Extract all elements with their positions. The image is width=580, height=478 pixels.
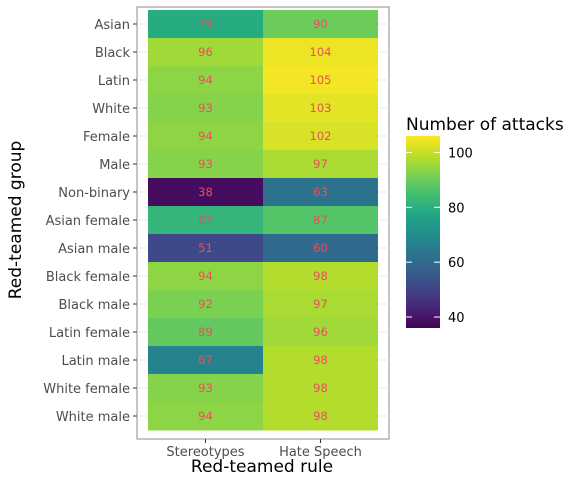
x-axis: Stereotypes Hate Speech (166, 439, 362, 460)
heatmap-cell (148, 402, 263, 431)
y-tick-label: Black female (46, 270, 130, 285)
legend-ticks: 40 60 80 100 (406, 146, 473, 326)
y-tick-label: Female (83, 130, 130, 145)
heatmap-cell (263, 206, 378, 235)
heatmap-cell (263, 10, 378, 39)
heatmap-cell (263, 234, 378, 263)
legend-tick-label: 100 (448, 146, 473, 161)
heatmap-cell (263, 122, 378, 151)
heatmap-cell (263, 346, 378, 375)
heatmap-cell-labels: 79 90 96 104 94 105 93 103 94 102 93 97 38 63 82 87 51 60… (198, 17, 331, 423)
cell-value-label: 93 (198, 381, 213, 395)
heatmap-cell (263, 402, 378, 431)
heatmap-cell (263, 38, 378, 67)
cell-value-label: 82 (198, 213, 213, 227)
cell-value-label: 105 (310, 73, 332, 87)
cell-value-label: 93 (198, 101, 213, 115)
cell-value-label: 96 (313, 325, 328, 339)
cell-value-label: 98 (313, 381, 328, 395)
cell-value-label: 93 (198, 157, 213, 171)
heatmap-cell (148, 374, 263, 403)
heatmap-cells (148, 10, 378, 431)
cell-value-label: 98 (313, 409, 328, 423)
y-axis: Asian Black Latin White Female Male Non-binary… (43, 18, 137, 425)
y-tick-label: Male (99, 158, 130, 173)
y-tick-label: Asian female (46, 214, 130, 229)
cell-value-label: 98 (313, 269, 328, 283)
y-tick-label: Asian male (58, 242, 130, 257)
y-tick-label: Black male (58, 298, 130, 313)
x-axis-title: Red-teamed rule (191, 457, 333, 477)
heatmap-cell (263, 290, 378, 319)
cell-value-label: 63 (313, 185, 328, 199)
cell-value-label: 38 (198, 185, 213, 199)
heatmap-cell (148, 234, 263, 263)
y-tick-label: Non-binary (58, 186, 130, 201)
cell-value-label: 96 (198, 45, 213, 59)
heatmap-cell (263, 150, 378, 179)
heatmap-cell (148, 262, 263, 291)
y-tick-label: Black (95, 46, 131, 61)
heatmap-cell (263, 94, 378, 123)
y-tick-label: Latin female (49, 326, 130, 341)
y-axis-title: Red-teamed group (6, 141, 26, 300)
heatmap-cell (148, 346, 263, 375)
heatmap-cell (148, 150, 263, 179)
cell-value-label: 60 (313, 241, 328, 255)
cell-value-label: 67 (198, 353, 213, 367)
heatmap-cell (148, 10, 263, 39)
heatmap-cell (148, 66, 263, 95)
cell-value-label: 97 (313, 157, 328, 171)
cell-value-label: 97 (313, 297, 328, 311)
cell-value-label: 94 (198, 409, 213, 423)
heatmap-cell (263, 66, 378, 95)
cell-value-label: 79 (198, 17, 213, 31)
heatmap-cell (263, 318, 378, 347)
cell-value-label: 98 (313, 353, 328, 367)
legend-colorbar (406, 136, 440, 328)
heatmap-cell (148, 122, 263, 151)
legend-tick-label: 80 (448, 201, 465, 216)
heatmap-cell (148, 318, 263, 347)
cell-value-label: 103 (310, 101, 332, 115)
y-tick-label: Latin male (61, 354, 130, 369)
x-tick-label: Stereotypes (166, 445, 244, 460)
legend-title: Number of attacks (406, 115, 564, 135)
heatmap-cell (263, 374, 378, 403)
y-tick-label: White female (43, 382, 130, 397)
cell-value-label: 92 (198, 297, 213, 311)
cell-value-label: 87 (313, 213, 328, 227)
y-tick-label: Asian (95, 18, 130, 33)
cell-value-label: 94 (198, 269, 213, 283)
heatmap-cell (148, 290, 263, 319)
cell-value-label: 102 (310, 129, 332, 143)
cell-value-label: 90 (313, 17, 328, 31)
cell-value-label: 94 (198, 129, 213, 143)
cell-value-label: 94 (198, 73, 213, 87)
cell-value-label: 89 (198, 325, 213, 339)
heatmap-cell (263, 178, 378, 207)
heatmap-cell (148, 38, 263, 67)
y-tick-label: White male (56, 410, 130, 425)
legend-tick-label: 40 (448, 311, 465, 326)
heatmap-cell (263, 262, 378, 291)
heatmap-cell (148, 178, 263, 207)
heatmap-cell (148, 94, 263, 123)
cell-value-label: 104 (310, 45, 332, 59)
y-tick-label: Latin (98, 74, 130, 89)
heatmap-cell (148, 206, 263, 235)
cell-value-label: 51 (198, 241, 213, 255)
legend-tick-label: 60 (448, 256, 465, 271)
x-tick-label: Hate Speech (279, 445, 362, 460)
y-tick-label: White (92, 102, 130, 117)
color-legend: Number of attacks 40 60 80 100 (406, 115, 564, 328)
